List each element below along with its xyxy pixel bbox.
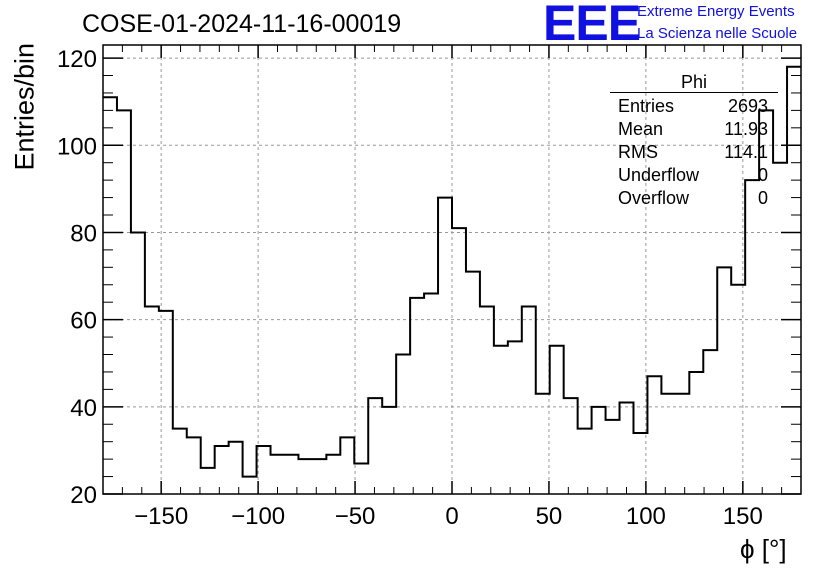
- stats-label: Mean: [618, 119, 664, 139]
- stats-label: RMS: [618, 142, 658, 162]
- eee-logo: EEE: [543, 0, 641, 51]
- plot-frame: [102, 44, 802, 495]
- x-tick-label: −150: [134, 503, 188, 530]
- stats-label: Overflow: [618, 188, 690, 208]
- stats-row-rms: RMS 114.1: [610, 141, 778, 164]
- y-tick-label: 60: [70, 308, 97, 335]
- stats-value: 0: [757, 165, 768, 185]
- stats-value: 0: [757, 188, 768, 208]
- stats-row-overflow: Overflow 0: [610, 187, 778, 210]
- y-tick-label: 20: [70, 482, 97, 509]
- y-tick-label: 40: [70, 395, 97, 422]
- grid: [103, 45, 801, 495]
- stats-label: Entries: [618, 96, 675, 116]
- tick-labels: −150 −100 −50 0 50 100 150 20 40 60 80 100 120: [57, 46, 763, 530]
- stats-row-entries: Entries 2693: [610, 95, 778, 118]
- x-tick-label: −100: [231, 503, 285, 530]
- x-tick-label: 50: [536, 503, 563, 530]
- x-tick-label: 100: [626, 503, 666, 530]
- x-axis-label: ϕ [°]: [740, 534, 787, 564]
- stats-value: 114.1: [724, 142, 768, 162]
- stats-value: 2693: [727, 96, 768, 116]
- stats-row-underflow: Underflow 0: [610, 164, 778, 187]
- x-tick-label: −50: [335, 503, 376, 530]
- logo-line-1: Extreme Energy Events: [637, 3, 795, 20]
- stats-row-mean: Mean 11.93: [610, 118, 778, 141]
- stats-header: Phi: [680, 72, 707, 92]
- histogram-line: [103, 65, 801, 478]
- y-tick-label: 100: [57, 133, 97, 160]
- stats-rule: [610, 92, 778, 93]
- stats-box: Phi Entries 2693 Mean 11.93 RMS 114.1 Under…: [610, 72, 778, 210]
- y-axis-label: Entries/bin: [9, 42, 40, 171]
- logo-line-2: La Scienza nelle Scuole: [637, 25, 798, 42]
- y-tick-label: 80: [70, 220, 97, 247]
- x-tick-label: 0: [445, 503, 458, 530]
- stats-value: 11.93: [724, 119, 768, 139]
- chart-title: COSE-01-2024-11-16-00019: [82, 10, 402, 38]
- axis-ticks: [102, 45, 802, 495]
- stats-label: Underflow: [618, 165, 700, 185]
- y-tick-label: 120: [57, 46, 97, 73]
- x-tick-label: 150: [723, 503, 763, 530]
